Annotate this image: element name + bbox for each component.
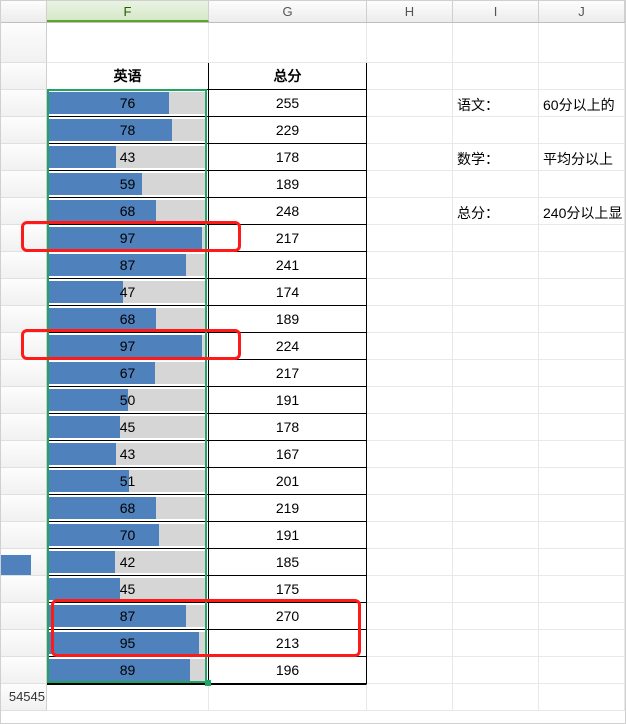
table-row[interactable]: 68 248 (1, 198, 625, 225)
table-row[interactable]: 68 219 (1, 495, 625, 522)
cell-total: 217 (276, 365, 299, 381)
colhdr-J[interactable]: J (539, 1, 625, 22)
cell-english: 43 (120, 446, 136, 462)
colhdr-H[interactable]: H (367, 1, 453, 22)
cell-english: 68 (120, 203, 136, 219)
cell-english: 43 (120, 149, 136, 165)
colhdr-G[interactable]: G (209, 1, 367, 22)
cell-english: 95 (120, 635, 136, 651)
table-row[interactable]: 45 178 (1, 414, 625, 441)
colhdr-I[interactable]: I (453, 1, 539, 22)
table-row[interactable]: 70 191 (1, 522, 625, 549)
cell-english: 59 (120, 176, 136, 192)
table-row[interactable]: 87 270 (1, 603, 625, 630)
grid-area[interactable]: 英语 总分 76 255 78 229 43 178 59 189 68 248 97 217 87 24… (1, 23, 625, 711)
table-row[interactable]: 67 217 (1, 360, 625, 387)
cell-total: 217 (276, 230, 299, 246)
bottom-value: 54545 (1, 689, 47, 704)
side-note: 数学： (457, 149, 499, 169)
colhdr-F[interactable]: F (47, 1, 209, 22)
cell-english: 87 (120, 608, 136, 624)
table-row[interactable]: 97 217 (1, 225, 625, 252)
table-row[interactable]: 76 255 (1, 90, 625, 117)
column-headers: F G H I J (1, 1, 625, 23)
cell-english: 67 (120, 365, 136, 381)
cell-total: 185 (276, 554, 299, 570)
table-row[interactable]: 51 201 (1, 468, 625, 495)
cell-english: 42 (120, 554, 136, 570)
table-row[interactable]: 95 213 (1, 630, 625, 657)
side-note: 语文： (457, 95, 499, 115)
cell-english: 70 (120, 527, 136, 543)
cell-total: 241 (276, 257, 299, 273)
cell-english: 97 (120, 338, 136, 354)
cell-total: 191 (276, 527, 299, 543)
cell-total: 224 (276, 338, 299, 354)
cell-total: 255 (276, 95, 299, 111)
table-row[interactable]: 68 189 (1, 306, 625, 333)
cell-total: 201 (276, 473, 299, 489)
cell-english: 47 (120, 284, 136, 300)
cell-english: 87 (120, 257, 136, 273)
cell-total: 167 (276, 446, 299, 462)
cell-english: 89 (120, 662, 136, 678)
table-row[interactable]: 89 196 (1, 657, 625, 684)
table-row[interactable]: 78 229 (1, 117, 625, 144)
table-header-row: 英语 总分 (1, 63, 625, 90)
side-note: 240分以上显 (543, 203, 622, 223)
table-row[interactable]: 42 185 (1, 549, 625, 576)
table-row[interactable]: 47 174 (1, 279, 625, 306)
cell-total: 213 (276, 635, 299, 651)
cell-total: 219 (276, 500, 299, 516)
table-row[interactable]: 59 189 (1, 171, 625, 198)
header-G: 总分 (274, 68, 302, 84)
cell-english: 68 (120, 500, 136, 516)
table-row[interactable]: 43 178 (1, 144, 625, 171)
cell-total: 189 (276, 176, 299, 192)
partial-databar (1, 555, 31, 575)
cell-total: 196 (276, 662, 299, 678)
table-row[interactable]: 87 241 (1, 252, 625, 279)
cell-total: 248 (276, 203, 299, 219)
cell-english: 76 (120, 95, 136, 111)
cell-total: 270 (276, 608, 299, 624)
cell-total: 189 (276, 311, 299, 327)
table-row[interactable]: 45 175 (1, 576, 625, 603)
cell-english: 51 (120, 473, 136, 489)
cell-total: 229 (276, 122, 299, 138)
cell-english: 97 (120, 230, 136, 246)
table-row[interactable]: 43 167 (1, 441, 625, 468)
cell-total: 178 (276, 149, 299, 165)
side-note: 总分： (457, 203, 499, 223)
cell-english: 78 (120, 122, 136, 138)
cell-english: 45 (120, 581, 136, 597)
fill-handle[interactable] (205, 680, 211, 686)
cell-total: 191 (276, 392, 299, 408)
corner-stub (1, 1, 47, 22)
table-row[interactable]: 97 224 (1, 333, 625, 360)
cell-total: 174 (276, 284, 299, 300)
header-F: 英语 (114, 68, 142, 84)
side-note: 60分以上的 (543, 95, 615, 115)
table-row[interactable]: 50 191 (1, 387, 625, 414)
cell-english: 45 (120, 419, 136, 435)
cell-english: 68 (120, 311, 136, 327)
cell-total: 175 (276, 581, 299, 597)
cell-total: 178 (276, 419, 299, 435)
cell-english: 50 (120, 392, 136, 408)
side-note: 平均分以上 (543, 149, 613, 169)
